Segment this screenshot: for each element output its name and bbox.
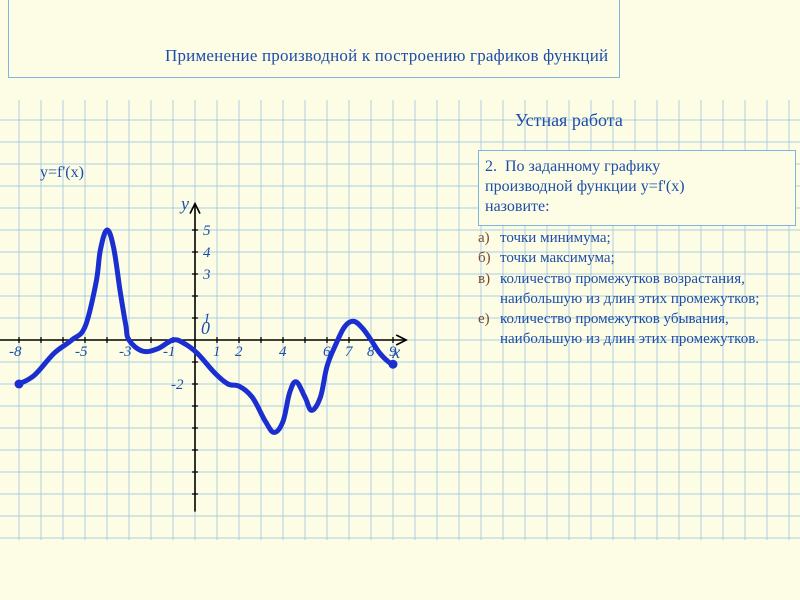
- svg-text:4: 4: [203, 245, 211, 261]
- problem-number: 2.: [485, 158, 497, 175]
- question-a: а) точки минимума;: [478, 228, 800, 248]
- header-band: [8, 0, 620, 78]
- svg-text:1: 1: [203, 311, 211, 327]
- question-text: количество промежутков возрастания, наиб…: [500, 269, 800, 310]
- question-prefix: е): [478, 309, 500, 350]
- question-prefix: а): [478, 228, 500, 248]
- question-b: б) точки максимума;: [478, 248, 800, 268]
- svg-text:-5: -5: [75, 344, 88, 360]
- prompt-box: 2. По заданному графику производной функ…: [478, 150, 796, 226]
- svg-text:y: y: [179, 194, 189, 214]
- svg-text:-8: -8: [9, 344, 22, 360]
- question-v: в) количество промежутков возрастания, н…: [478, 269, 800, 310]
- question-e: е) количество промежутков убывания, наиб…: [478, 309, 800, 350]
- function-label: y=f'(x): [40, 164, 84, 182]
- oral-work-title: Устная работа: [515, 110, 623, 131]
- question-prefix: б): [478, 248, 500, 268]
- prompt-line-3: назовите:: [485, 198, 550, 215]
- prompt-line-2: производной функции y=f'(x): [485, 178, 685, 195]
- prompt-line-1: По заданному графику: [505, 158, 660, 175]
- svg-text:9: 9: [389, 344, 397, 360]
- question-prefix: в): [478, 269, 500, 310]
- page-title: Применение производной к построению граф…: [165, 46, 608, 66]
- question-text: количество промежутков убывания, наиболь…: [500, 309, 800, 350]
- question-text: точки минимума;: [500, 228, 611, 248]
- svg-text:2: 2: [235, 344, 243, 360]
- svg-text:-2: -2: [171, 377, 184, 393]
- svg-text:4: 4: [279, 344, 287, 360]
- question-list: а) точки минимума; б) точки максимума; в…: [478, 228, 800, 350]
- svg-text:3: 3: [202, 267, 211, 283]
- svg-text:5: 5: [203, 223, 211, 239]
- question-text: точки максимума;: [500, 248, 615, 268]
- page-root: Применение производной к построению граф…: [0, 0, 800, 600]
- svg-text:-3: -3: [119, 344, 132, 360]
- svg-text:1: 1: [213, 344, 221, 360]
